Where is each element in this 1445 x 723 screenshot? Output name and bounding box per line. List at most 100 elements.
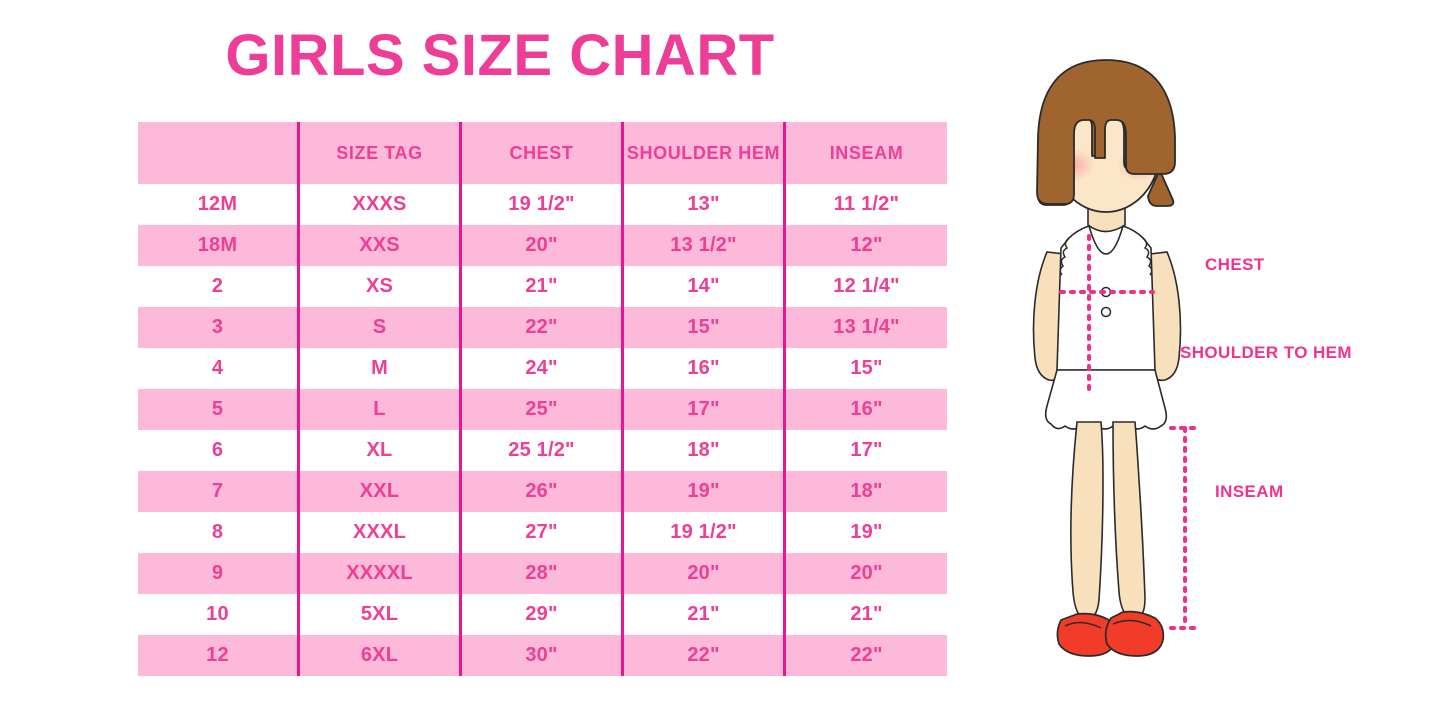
cell-chest: 19 1/2" bbox=[459, 184, 623, 225]
cell-shoulder-hem: 17" bbox=[621, 389, 785, 430]
page-title: GIRLS SIZE CHART bbox=[225, 23, 775, 88]
cell-size-tag: XXXL bbox=[297, 512, 461, 553]
cell-shoulder-hem: 14" bbox=[621, 266, 785, 307]
cell-size: 10 bbox=[138, 594, 299, 635]
cell-shoulder-hem: 22" bbox=[621, 635, 785, 676]
girl-illustration bbox=[985, 40, 1285, 690]
cell-chest: 25" bbox=[459, 389, 623, 430]
cell-shoulder-hem: 13" bbox=[621, 184, 785, 225]
table-header: SIZE TAG CHEST SHOULDER HEM INSEAM bbox=[138, 122, 947, 184]
cell-shoulder-hem: 13 1/2" bbox=[621, 225, 785, 266]
cell-shoulder-hem: 16" bbox=[621, 348, 785, 389]
column-header-shoulder-hem: SHOULDER HEM bbox=[621, 122, 785, 184]
table-row: 7 XXL 26" 19" 18" bbox=[138, 471, 947, 512]
cell-chest: 28" bbox=[459, 553, 623, 594]
table-row: 10 5XL 29" 21" 21" bbox=[138, 594, 947, 635]
leg-left bbox=[1070, 421, 1104, 621]
cell-inseam: 17" bbox=[783, 430, 947, 471]
cell-inseam: 18" bbox=[783, 471, 947, 512]
ruffle-armhole-left bbox=[1059, 237, 1070, 276]
table-row: 6 XL 25 1/2" 18" 17" bbox=[138, 430, 947, 471]
table-row: 12 6XL 30" 22" 22" bbox=[138, 635, 947, 676]
shoe-left bbox=[1056, 612, 1117, 657]
legs-group bbox=[1070, 421, 1146, 621]
column-header-chest: CHEST bbox=[459, 122, 623, 184]
cell-chest: 21" bbox=[459, 266, 623, 307]
skirt bbox=[1044, 369, 1168, 430]
table-row: 9 XXXXL 28" 20" 20" bbox=[138, 553, 947, 594]
cell-shoulder-hem: 21" bbox=[621, 594, 785, 635]
cell-size: 7 bbox=[138, 471, 299, 512]
top-shirt bbox=[1056, 224, 1156, 371]
cell-size: 18M bbox=[138, 225, 299, 266]
table-row: 12M XXXS 19 1/2" 13" 11 1/2" bbox=[138, 184, 947, 225]
cell-inseam: 11 1/2" bbox=[783, 184, 947, 225]
cell-chest: 22" bbox=[459, 307, 623, 348]
table-row: 5 L 25" 17" 16" bbox=[138, 389, 947, 430]
cell-size: 12M bbox=[138, 184, 299, 225]
shoe-strap-left bbox=[1064, 621, 1102, 629]
button-lower bbox=[1100, 306, 1112, 318]
cell-chest: 26" bbox=[459, 471, 623, 512]
cell-shoulder-hem: 18" bbox=[621, 430, 785, 471]
cell-chest: 29" bbox=[459, 594, 623, 635]
cell-inseam: 12" bbox=[783, 225, 947, 266]
shoe-strap-right bbox=[1112, 619, 1152, 627]
cell-inseam: 16" bbox=[783, 389, 947, 430]
cell-shoulder-hem: 19 1/2" bbox=[621, 512, 785, 553]
head-group bbox=[1036, 59, 1176, 233]
shoes-group bbox=[1056, 610, 1165, 657]
column-header-size bbox=[138, 122, 299, 184]
cell-size-tag: XXL bbox=[297, 471, 461, 512]
cell-size: 12 bbox=[138, 635, 299, 676]
cell-chest: 27" bbox=[459, 512, 623, 553]
cell-size: 9 bbox=[138, 553, 299, 594]
table-row: 3 S 22" 15" 13 1/4" bbox=[138, 307, 947, 348]
cell-size: 8 bbox=[138, 512, 299, 553]
cell-size-tag: XS bbox=[297, 266, 461, 307]
shoe-right bbox=[1104, 610, 1165, 657]
cell-chest: 30" bbox=[459, 635, 623, 676]
cell-inseam: 12 1/4" bbox=[783, 266, 947, 307]
cell-chest: 20" bbox=[459, 225, 623, 266]
cell-size: 4 bbox=[138, 348, 299, 389]
leg-right bbox=[1112, 421, 1146, 621]
measurement-label-inseam: INSEAM bbox=[1215, 482, 1284, 501]
cell-inseam: 15" bbox=[783, 348, 947, 389]
cell-inseam: 20" bbox=[783, 553, 947, 594]
measurement-label-chest: CHEST bbox=[1205, 255, 1265, 274]
cell-size-tag: L bbox=[297, 389, 461, 430]
cell-size-tag: XXXS bbox=[297, 184, 461, 225]
skirt-group bbox=[1044, 369, 1168, 430]
cell-size: 5 bbox=[138, 389, 299, 430]
cell-chest: 25 1/2" bbox=[459, 430, 623, 471]
cell-size-tag: 6XL bbox=[297, 635, 461, 676]
cell-chest: 24" bbox=[459, 348, 623, 389]
column-header-size-tag: SIZE TAG bbox=[297, 122, 461, 184]
table-header-row: SIZE TAG CHEST SHOULDER HEM INSEAM bbox=[138, 122, 947, 184]
cell-inseam: 13 1/4" bbox=[783, 307, 947, 348]
cell-size-tag: XXXXL bbox=[297, 553, 461, 594]
cell-size-tag: M bbox=[297, 348, 461, 389]
cell-inseam: 21" bbox=[783, 594, 947, 635]
cell-size-tag: XXS bbox=[297, 225, 461, 266]
cell-inseam: 22" bbox=[783, 635, 947, 676]
torso-group bbox=[1032, 224, 1182, 382]
cell-size-tag: S bbox=[297, 307, 461, 348]
measurement-lines bbox=[1059, 234, 1199, 630]
cell-shoulder-hem: 15" bbox=[621, 307, 785, 348]
cell-shoulder-hem: 20" bbox=[621, 553, 785, 594]
cell-size-tag: 5XL bbox=[297, 594, 461, 635]
cell-size-tag: XL bbox=[297, 430, 461, 471]
cell-size: 2 bbox=[138, 266, 299, 307]
table-row: 2 XS 21" 14" 12 1/4" bbox=[138, 266, 947, 307]
table-row: 18M XXS 20" 13 1/2" 12" bbox=[138, 225, 947, 266]
hair-bob bbox=[1036, 59, 1176, 205]
cell-size: 3 bbox=[138, 307, 299, 348]
column-header-inseam: INSEAM bbox=[783, 122, 947, 184]
table-body: 12M XXXS 19 1/2" 13" 11 1/2" 18M XXS 20" 13 1/2"… bbox=[138, 184, 947, 676]
table-row: 8 XXXL 27" 19 1/2" 19" bbox=[138, 512, 947, 553]
cell-size: 6 bbox=[138, 430, 299, 471]
table-row: 4 M 24" 16" 15" bbox=[138, 348, 947, 389]
cell-shoulder-hem: 19" bbox=[621, 471, 785, 512]
